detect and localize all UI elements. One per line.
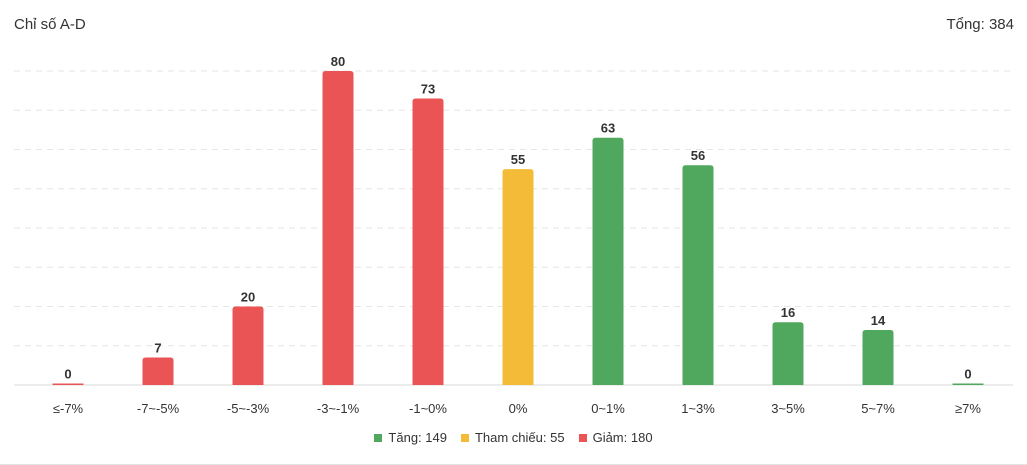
total-count: Tổng: 384 <box>946 16 1014 33</box>
x-tick-label: 0% <box>509 401 528 416</box>
bar-value-label: 55 <box>511 152 525 167</box>
legend-swatch <box>374 433 383 442</box>
x-tick-label: -5~-3% <box>227 401 270 416</box>
bar-4[interactable] <box>412 98 444 385</box>
bar-value-label: 16 <box>781 305 795 320</box>
bars <box>52 71 984 386</box>
x-tick-label: 5~7% <box>861 401 895 416</box>
bar-8[interactable] <box>772 322 804 385</box>
bar-6[interactable] <box>592 137 624 385</box>
x-tick-label: 1~3% <box>681 401 715 416</box>
x-tick-label: -7~-5% <box>137 401 180 416</box>
legend-swatch <box>460 433 469 442</box>
bar-value-label: 56 <box>691 148 705 163</box>
legend-item-ref[interactable]: Tham chiếu: 55 <box>460 430 565 445</box>
bar-5[interactable] <box>502 169 534 385</box>
value-labels: 0 7 20 80 73 55 63 56 16 14 0 <box>64 54 971 382</box>
bar-1[interactable] <box>142 357 174 385</box>
legend-label: Tham chiếu: 55 <box>474 430 565 445</box>
x-tick-label: ≤-7% <box>53 401 84 416</box>
bar-value-label: 14 <box>871 313 886 328</box>
legend-item-down[interactable]: Giảm: 180 <box>578 430 653 445</box>
legend-item-up[interactable]: Tăng: 149 <box>374 430 447 445</box>
x-tick-label: -3~-1% <box>317 401 360 416</box>
bar-2[interactable] <box>232 306 264 386</box>
bar-7[interactable] <box>682 165 714 385</box>
x-tick-label: -1~0% <box>409 401 447 416</box>
bar-value-label: 80 <box>331 54 345 69</box>
bar-value-label: 63 <box>601 121 615 136</box>
bar-value-label: 20 <box>241 290 255 305</box>
bar-value-label: 0 <box>64 367 71 382</box>
legend-label: Giảm: 180 <box>592 430 653 445</box>
bar-value-label: 73 <box>421 81 435 96</box>
x-tick-label: 3~5% <box>771 401 805 416</box>
bar-10[interactable] <box>952 383 984 386</box>
bar-value-label: 7 <box>154 341 161 356</box>
bar-0[interactable] <box>52 383 84 386</box>
bar-3[interactable] <box>322 71 354 385</box>
x-tick-labels: ≤-7% -7~-5% -5~-3% -3~-1% -1~0% 0% 0~1% 1~3% 3~5… <box>53 401 982 416</box>
bar-value-label: 0 <box>964 367 971 382</box>
x-tick-label: ≥7% <box>955 401 981 416</box>
legend-swatch <box>578 433 587 442</box>
chart-legend: Tăng: 149 Tham chiếu: 55 Giảm: 180 <box>0 430 1027 445</box>
bar-9[interactable] <box>862 330 894 385</box>
x-tick-label: 0~1% <box>591 401 625 416</box>
chart-title: Chỉ số A-D <box>14 16 86 33</box>
legend-label: Tăng: 149 <box>388 430 447 445</box>
